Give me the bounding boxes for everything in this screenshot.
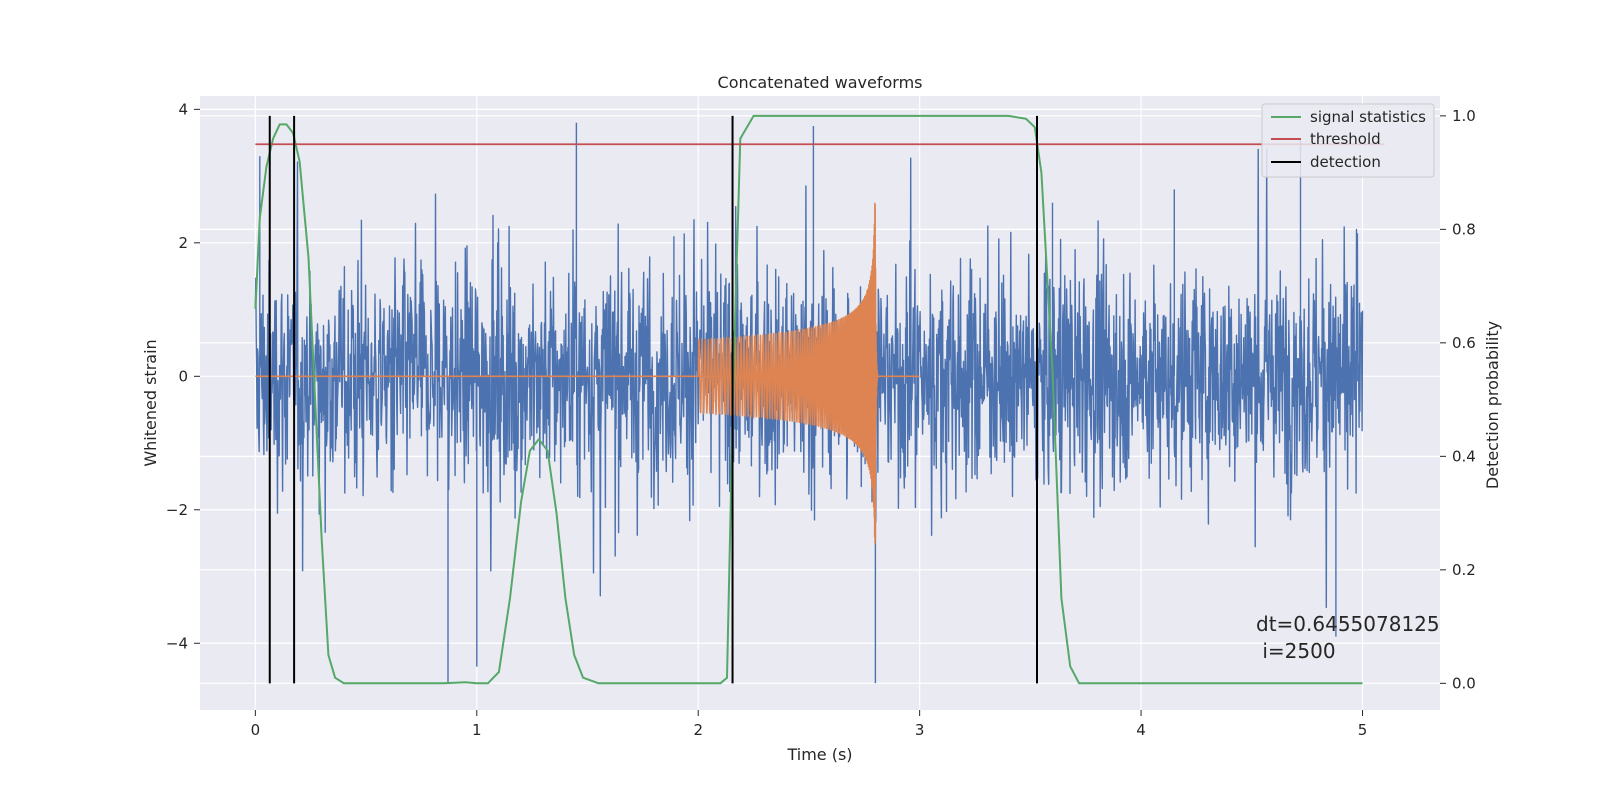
y2-tick-label-0.4: 0.4 xyxy=(1452,447,1476,465)
y-tick-label-0: 0 xyxy=(178,367,188,385)
grid-lines xyxy=(200,96,1440,710)
series-noisy-strain xyxy=(254,122,1364,684)
chart-title: Concatenated waveforms xyxy=(718,73,923,92)
legend-label-threshold: threshold xyxy=(1310,130,1381,148)
y-tick-label--4: −4 xyxy=(166,634,188,652)
legend-entry-threshold: threshold xyxy=(1271,130,1381,148)
series-signal-statistics xyxy=(254,114,1363,685)
plot-series xyxy=(254,114,1385,685)
legend: signal statistics threshold detection xyxy=(1261,103,1435,178)
y2-axis-label: Detection probability xyxy=(1483,321,1502,489)
x-tick-label-0: 0 xyxy=(251,721,261,739)
y2-tick-label-0: 0.0 xyxy=(1452,674,1476,692)
y-tick-label-4: 4 xyxy=(178,100,188,118)
annotation-i: i=2500 xyxy=(1256,639,1336,663)
legend-entry-signal-statistics: signal statistics xyxy=(1271,108,1426,126)
x-tick-label-3: 3 xyxy=(915,721,925,739)
annotation: dt=0.6455078125 i=2500 xyxy=(1256,612,1440,663)
legend-entry-detection: detection xyxy=(1271,153,1381,171)
x-tick-label-2: 2 xyxy=(693,721,703,739)
y2-tick-label-1: 1.0 xyxy=(1452,107,1476,125)
y-axis-label: Whitened strain xyxy=(141,339,160,466)
y-tick-label-2: 2 xyxy=(178,234,188,252)
y2-tick-label-0.6: 0.6 xyxy=(1452,334,1476,352)
x-tick-label-4: 4 xyxy=(1136,721,1146,739)
axis-ticks: 0 1 2 3 4 5 −4 −2 0 2 4 0.0 0.2 0.4 0.6 0.8 1.0 xyxy=(166,100,1476,739)
x-axis-label: Time (s) xyxy=(786,745,852,764)
y2-tick-label-0.2: 0.2 xyxy=(1452,561,1476,579)
legend-label-detection: detection xyxy=(1310,153,1381,171)
y-tick-label--2: −2 xyxy=(166,501,188,519)
y2-tick-label-0.8: 0.8 xyxy=(1452,220,1476,238)
series-injected-chirp xyxy=(697,202,879,545)
x-tick-label-1: 1 xyxy=(472,721,482,739)
x-tick-label-5: 5 xyxy=(1358,721,1368,739)
legend-label-signal-statistics: signal statistics xyxy=(1310,108,1426,126)
legend-box xyxy=(1261,103,1435,178)
annotation-dt: dt=0.6455078125 xyxy=(1256,612,1440,636)
